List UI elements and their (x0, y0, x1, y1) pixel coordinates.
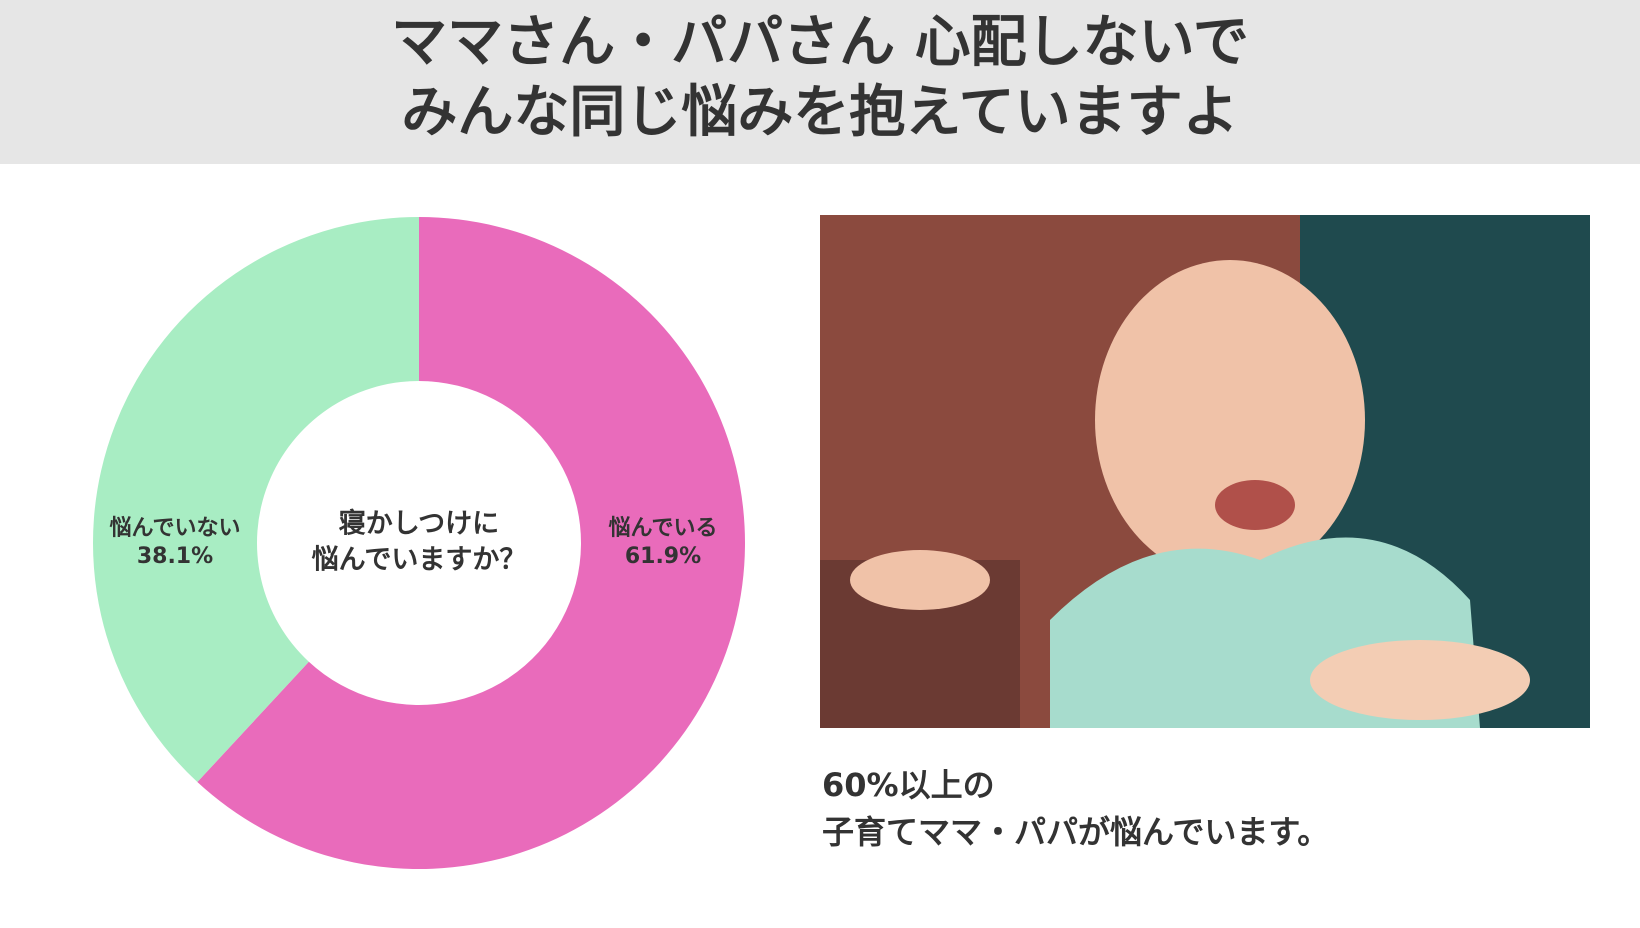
center-text: 悩んでいますか？ (312, 545, 527, 576)
title-line: ママさん・パパさん 心配しないで (391, 10, 1249, 75)
slice-value-label: 61.9% (625, 544, 701, 569)
slice-label: 悩んでいる (609, 516, 718, 541)
donut-slice (93, 217, 419, 783)
title-line: みんな同じ悩みを抱えていますよ (401, 80, 1238, 145)
slice-value-label: 38.1% (137, 544, 213, 569)
caption-line: 子育てママ・パパが悩んでいます。 (822, 813, 1329, 851)
donut-chart: 悩んでいる 61.9% 悩んでいない 38.1% (93, 217, 745, 869)
center-text: 寝かしつけに (339, 508, 499, 540)
caption-line: 60%以上の (822, 766, 995, 804)
photo (820, 215, 1590, 728)
donut-slice (197, 217, 745, 869)
header-band (0, 0, 1640, 164)
slice-label: 悩んでいない (110, 516, 241, 541)
